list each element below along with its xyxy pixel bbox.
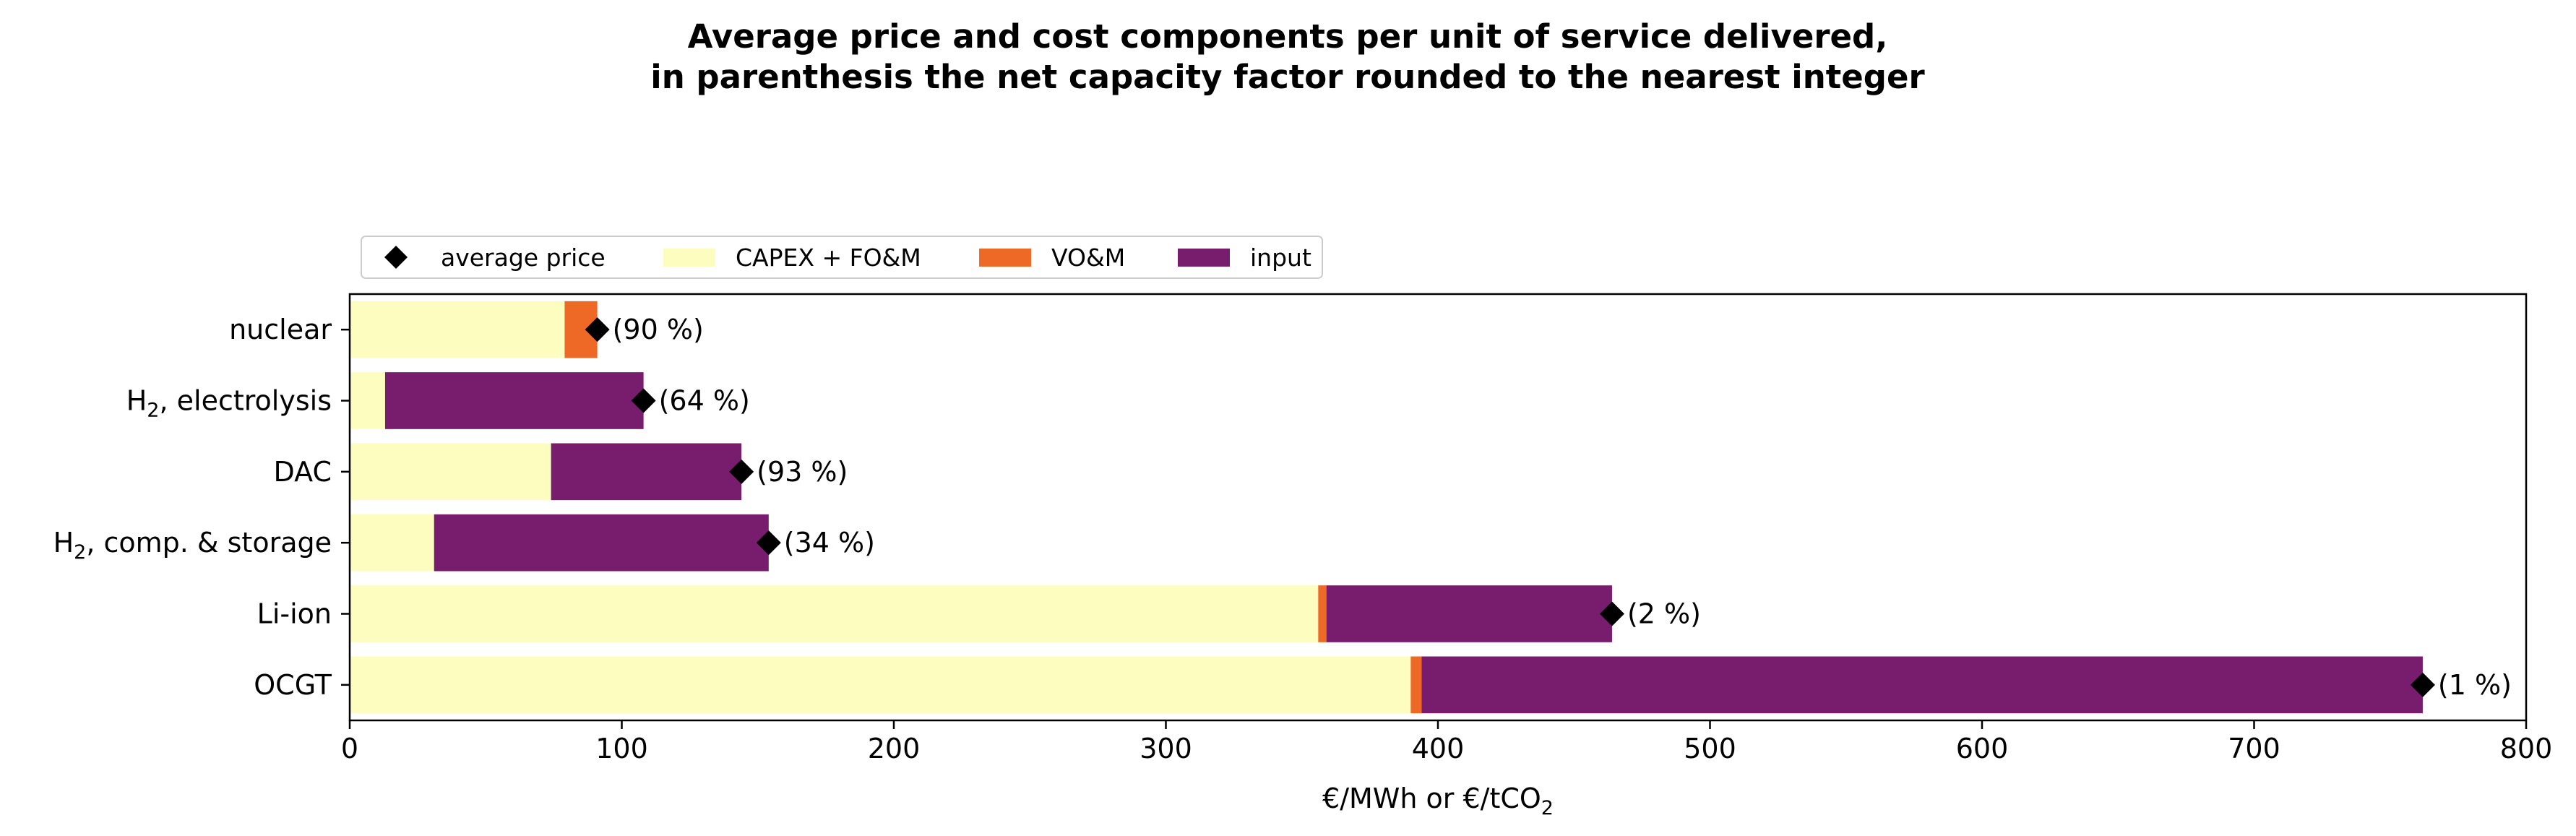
- bar-segment: [350, 514, 434, 572]
- legend-swatch: [979, 249, 1031, 267]
- x-axis-label-subscript: 2: [1541, 797, 1554, 819]
- y-tick-label: H2, comp. & storage: [53, 527, 332, 564]
- x-tick-label: 0: [341, 733, 358, 764]
- bar-segment: [350, 372, 385, 429]
- average-price-marker: [585, 317, 610, 342]
- bar-segment: [350, 301, 565, 358]
- average-price-markers: [585, 317, 2435, 697]
- x-axis: 0 100 200 300 400 500 600 700 800: [341, 720, 2552, 764]
- y-tick-label: Li-ion: [257, 598, 332, 630]
- legend-box: [361, 236, 1323, 279]
- y-tick-label: DAC: [274, 456, 332, 488]
- bar-segment: [350, 656, 1411, 714]
- chart-title: Average price and cost components per un…: [688, 17, 1888, 56]
- bar-segment: [384, 372, 644, 429]
- bar-segment: [434, 514, 769, 572]
- bar-segment: [551, 443, 742, 501]
- bar-segment: [1326, 585, 1612, 642]
- capacity-factor-label: (2 %): [1627, 598, 1701, 630]
- x-tick-label: 700: [2228, 733, 2280, 764]
- capacity-factor-label: (90 %): [613, 314, 704, 345]
- legend-swatch: [663, 249, 715, 267]
- bar-segment: [350, 443, 551, 501]
- x-tick-label: 200: [868, 733, 921, 764]
- legend-swatch: [1178, 249, 1230, 267]
- bar-segment: [1410, 656, 1422, 714]
- capacity-factor-label: (93 %): [757, 456, 848, 488]
- x-tick-label: 300: [1140, 733, 1192, 764]
- bar-segment: [1318, 585, 1327, 642]
- x-tick-label: 100: [595, 733, 648, 764]
- legend: average price CAPEX + FO&M VO&M input: [361, 236, 1323, 279]
- y-axis: nuclear H2, electrolysis DAC H2, comp. & st…: [53, 314, 350, 701]
- average-price-marker: [756, 530, 781, 556]
- x-tick-label: 400: [1412, 733, 1465, 764]
- average-price-marker: [1599, 601, 1624, 626]
- plot-frame: [348, 293, 2528, 722]
- bar-segment: [1421, 656, 2423, 714]
- legend-label: input: [1250, 244, 1311, 272]
- x-tick-label: 800: [2500, 733, 2553, 764]
- average-price-marker: [729, 459, 754, 484]
- capacity-factor-label: (64 %): [659, 385, 750, 417]
- bar-segment: [350, 585, 1319, 642]
- average-price-marker: [2410, 672, 2435, 697]
- y-tick-label: OCGT: [254, 669, 332, 701]
- legend-label: VO&M: [1051, 244, 1125, 272]
- legend-label: CAPEX + FO&M: [736, 244, 921, 272]
- x-axis-label: €/MWh or €/tCO2: [1322, 783, 1554, 819]
- legend-label: average price: [441, 244, 606, 272]
- legend-average-price-marker: [384, 246, 408, 269]
- annotations: (90 %) (64 %) (93 %) (34 %) (2 %) (1 %): [613, 314, 2512, 701]
- average-price-marker: [631, 388, 656, 413]
- capacity-factor-label: (34 %): [784, 527, 875, 559]
- x-tick-label: 500: [1684, 733, 1736, 764]
- x-tick-label: 600: [1956, 733, 2009, 764]
- y-tick-label: H2, electrolysis: [126, 385, 332, 422]
- y-tick-label: nuclear: [229, 314, 332, 345]
- capacity-factor-label: (1 %): [2438, 669, 2512, 701]
- bars: [350, 301, 2423, 714]
- chart-title-line2: in parenthesis the net capacity factor r…: [650, 58, 1925, 96]
